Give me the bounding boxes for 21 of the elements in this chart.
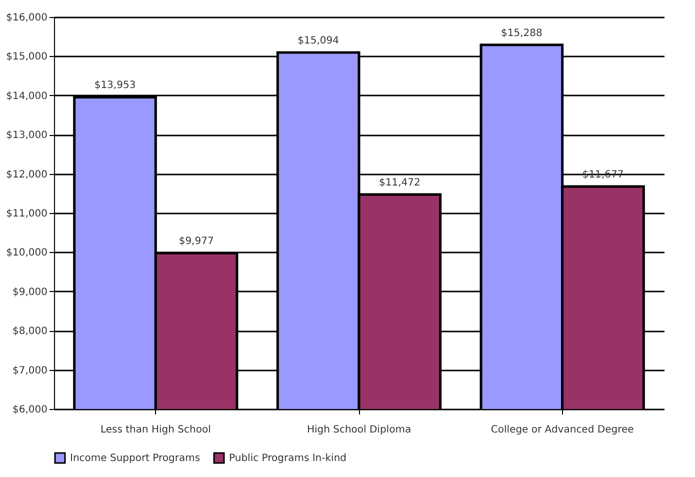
data-label: $9,977: [178, 236, 214, 248]
x-tick-label: Less than High School: [100, 424, 211, 436]
legend-label: Public Programs In-kind: [229, 453, 347, 464]
x-tick-label: College or Advanced Degree: [490, 424, 634, 436]
x-tick-label: High School Diploma: [306, 424, 412, 436]
data-label: $13,953: [94, 80, 136, 92]
y-tick-label: $16,000: [6, 12, 48, 24]
data-label: $11,472: [378, 178, 420, 188]
y-tick-label: $15,000: [6, 52, 48, 63]
y-tick-label: $10,000: [6, 248, 48, 259]
y-tick-label: $6,000: [12, 404, 48, 416]
y-tick-label: $8,000: [12, 326, 48, 338]
y-tick-label: $11,000: [6, 208, 48, 220]
y-tick-label: $14,000: [6, 90, 48, 102]
data-label: $15,094: [298, 36, 340, 47]
y-tick-label: $9,000: [12, 286, 48, 298]
y-tick-label: $12,000: [6, 169, 48, 180]
legend-label: Income Support Programs: [70, 453, 200, 464]
y-tick-label: $7,000: [12, 365, 48, 376]
y-tick-label: $13,000: [6, 130, 48, 142]
data-label: $15,288: [500, 28, 542, 39]
